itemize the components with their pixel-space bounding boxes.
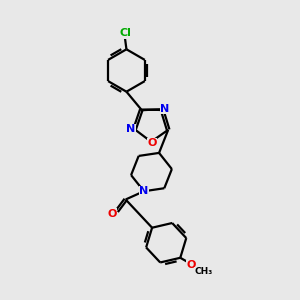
Text: N: N [126,124,136,134]
Text: CH₃: CH₃ [194,267,213,276]
Text: O: O [107,208,117,219]
Text: N: N [139,186,148,196]
Text: O: O [147,138,156,148]
Text: Cl: Cl [119,28,131,38]
Text: N: N [160,103,170,113]
Text: O: O [187,260,196,270]
